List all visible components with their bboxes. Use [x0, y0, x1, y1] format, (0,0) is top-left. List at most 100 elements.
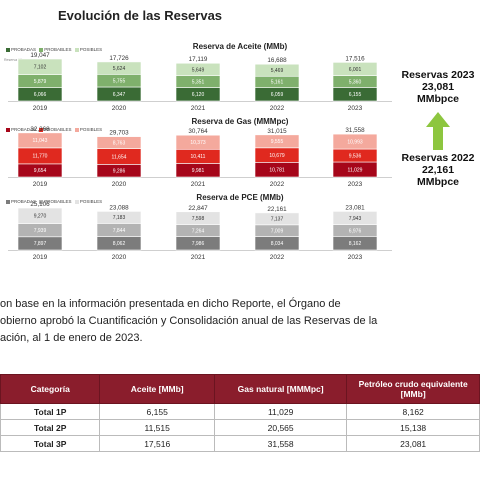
bar-value-label: 5,351: [192, 79, 205, 85]
bar-segment-posibles: [175, 134, 221, 150]
reserves-charts: 6,066 5,879 7,102 19,047 2019 6,347 5,755 5,624…: [8, 52, 392, 261]
bar-total-label: 17,726: [109, 55, 129, 62]
row-label: Total 1P: [0, 403, 101, 420]
reserves-2022-label: Reservas 2022: [401, 152, 475, 164]
body-paragraph: on base en la información presentada en …: [0, 296, 480, 347]
bar-value-label: 6,155: [349, 92, 362, 98]
page-title: Evolución de las Reservas: [58, 8, 223, 23]
bar-segment-posibles: [332, 62, 378, 76]
bar-value-label: 6,059: [271, 92, 284, 98]
x-tick-label: 2023: [348, 254, 363, 261]
x-tick-label: 2020: [112, 254, 127, 261]
bar-value-label: 9,270: [34, 214, 47, 220]
bar-value-label: 7,102: [34, 65, 47, 71]
legend-gas: PROBADAS PROBABLES POSIBLES: [4, 127, 102, 132]
cell-aceite: 17,516: [99, 435, 215, 452]
reserves-2023-summary: Reservas 2023 23,081 MMbpce: [388, 69, 480, 105]
table-row: Total 1P 6,155 11,029 8,162: [0, 403, 480, 420]
x-tick-label: 2020: [112, 105, 127, 112]
legend-label-probadas: PROBADAS: [11, 47, 37, 52]
x-tick-label: 2021: [191, 254, 206, 261]
bar-value-label: 5,360: [349, 79, 362, 85]
bar-value-label: 5,879: [34, 79, 47, 85]
legend-label-probables: PROBABLES: [44, 127, 72, 132]
paragraph-line-1: on base en la información presentada en …: [0, 298, 341, 310]
bar-value-label: 5,755: [113, 78, 126, 84]
legend-label-posibles: POSIBLES: [79, 127, 103, 132]
bar-value-label: 8,062: [113, 241, 126, 247]
x-tick-label: 2019: [33, 105, 48, 112]
bar-total-label: 17,119: [189, 56, 208, 63]
reserves-2023-unit: MMbpce: [417, 93, 459, 105]
bar-value-label: 7,137: [271, 217, 284, 223]
legend-label-posibles: POSIBLES: [79, 199, 103, 204]
x-tick-label: 2022: [270, 181, 285, 188]
x-tick-label: 2022: [270, 105, 285, 112]
bar-value-label: 7,986: [192, 241, 205, 247]
bar-segment-posibles: [175, 211, 221, 225]
bar-value-label: 7,183: [113, 215, 126, 221]
bar-value-label: 11,043: [33, 138, 48, 144]
cell-pce: 23,081: [346, 435, 480, 452]
paragraph-line-3: ación, al 1 de enero de 2023.: [0, 332, 143, 344]
bar-segment-posibles: [332, 211, 378, 225]
bar-segment-posibles: [96, 61, 142, 75]
x-tick-label: 2021: [191, 105, 206, 112]
bar-value-label: 11,029: [348, 167, 363, 173]
bar-value-label: 5,649: [192, 67, 205, 73]
bar-total-label: 17,516: [345, 55, 365, 62]
x-tick-label: 2022: [270, 254, 285, 261]
bar-segment-posibles: [17, 58, 63, 75]
bar-segment-posibles: [96, 211, 142, 224]
bar-total-label: 22,847: [188, 205, 208, 212]
table-row: Total 3P 17,516 31,558 23,081: [0, 435, 480, 452]
bar-segment-posibles: [254, 212, 300, 226]
bar-value-label: 8,034: [271, 241, 284, 247]
bar-total-label: 19,047: [30, 52, 50, 59]
bar-value-label: 7,264: [192, 228, 205, 234]
bar-value-label: 5,161: [271, 80, 284, 86]
cell-pce: 15,138: [346, 419, 480, 436]
bar-value-label: 7,939: [34, 228, 47, 234]
reserves-2023-label: Reservas 2023: [401, 69, 475, 81]
bar-value-label: 9,654: [34, 168, 47, 174]
legend-swatch-probables: [39, 199, 44, 204]
bar-value-label: 8,162: [349, 241, 362, 247]
bar-value-label: 10,373: [190, 140, 206, 146]
chart-title-pce: Reserva de PCE (MMb): [196, 193, 284, 202]
legend-label-posibles: POSIBLES: [79, 47, 103, 52]
bar-value-label: 7,897: [34, 241, 47, 247]
cell-pce: 8,162: [346, 403, 480, 420]
bar-segment-posibles: [96, 136, 142, 149]
reserves-summary-table: Categoría Aceite [MMb] Gas natural [MMMp…: [0, 374, 480, 452]
reserves-2023-value: 23,081: [421, 81, 455, 93]
bar-value-label: 9,555: [271, 139, 284, 145]
paragraph-line-2: obierno aprobó la Cuantificación y Conso…: [0, 315, 378, 327]
x-tick-label: 2019: [33, 181, 48, 188]
legend-label-probadas: PROBADAS: [11, 199, 37, 204]
bar-value-label: 10,993: [347, 139, 363, 145]
bar-value-label: 6,066: [34, 92, 47, 98]
cell-aceite: 11,515: [99, 419, 215, 436]
header-gas-natural: Gas natural [MMMpc]: [213, 374, 348, 404]
legend-label-probadas: PROBADAS: [11, 127, 37, 132]
up-arrow-icon: [426, 112, 450, 150]
bar-value-label: 6,347: [113, 92, 126, 98]
bar-total-label: 32,368: [30, 126, 50, 133]
legend-label-probables: PROBABLES: [44, 47, 72, 52]
bar-segment-posibles: [175, 62, 221, 77]
bar-value-label: 10,411: [191, 154, 206, 160]
legend-swatch-probables: [39, 127, 44, 132]
bar-segment-posibles: [254, 63, 300, 77]
bar-value-label: 6,001: [349, 67, 362, 73]
bar-total-label: 31,015: [267, 128, 287, 135]
bar-value-label: 5,469: [271, 68, 284, 74]
bar-segment-posibles: [254, 134, 300, 149]
bar-total-label: 29,703: [109, 130, 129, 137]
legend-swatch-posibles: [74, 127, 79, 132]
cell-gas: 20,565: [213, 419, 348, 436]
bar-total-label: 30,764: [188, 128, 208, 135]
legend-label-probables: PROBABLES: [44, 199, 72, 204]
legend-swatch-posibles: [74, 47, 79, 52]
reserves-2022-unit: MMbpce: [417, 176, 459, 188]
